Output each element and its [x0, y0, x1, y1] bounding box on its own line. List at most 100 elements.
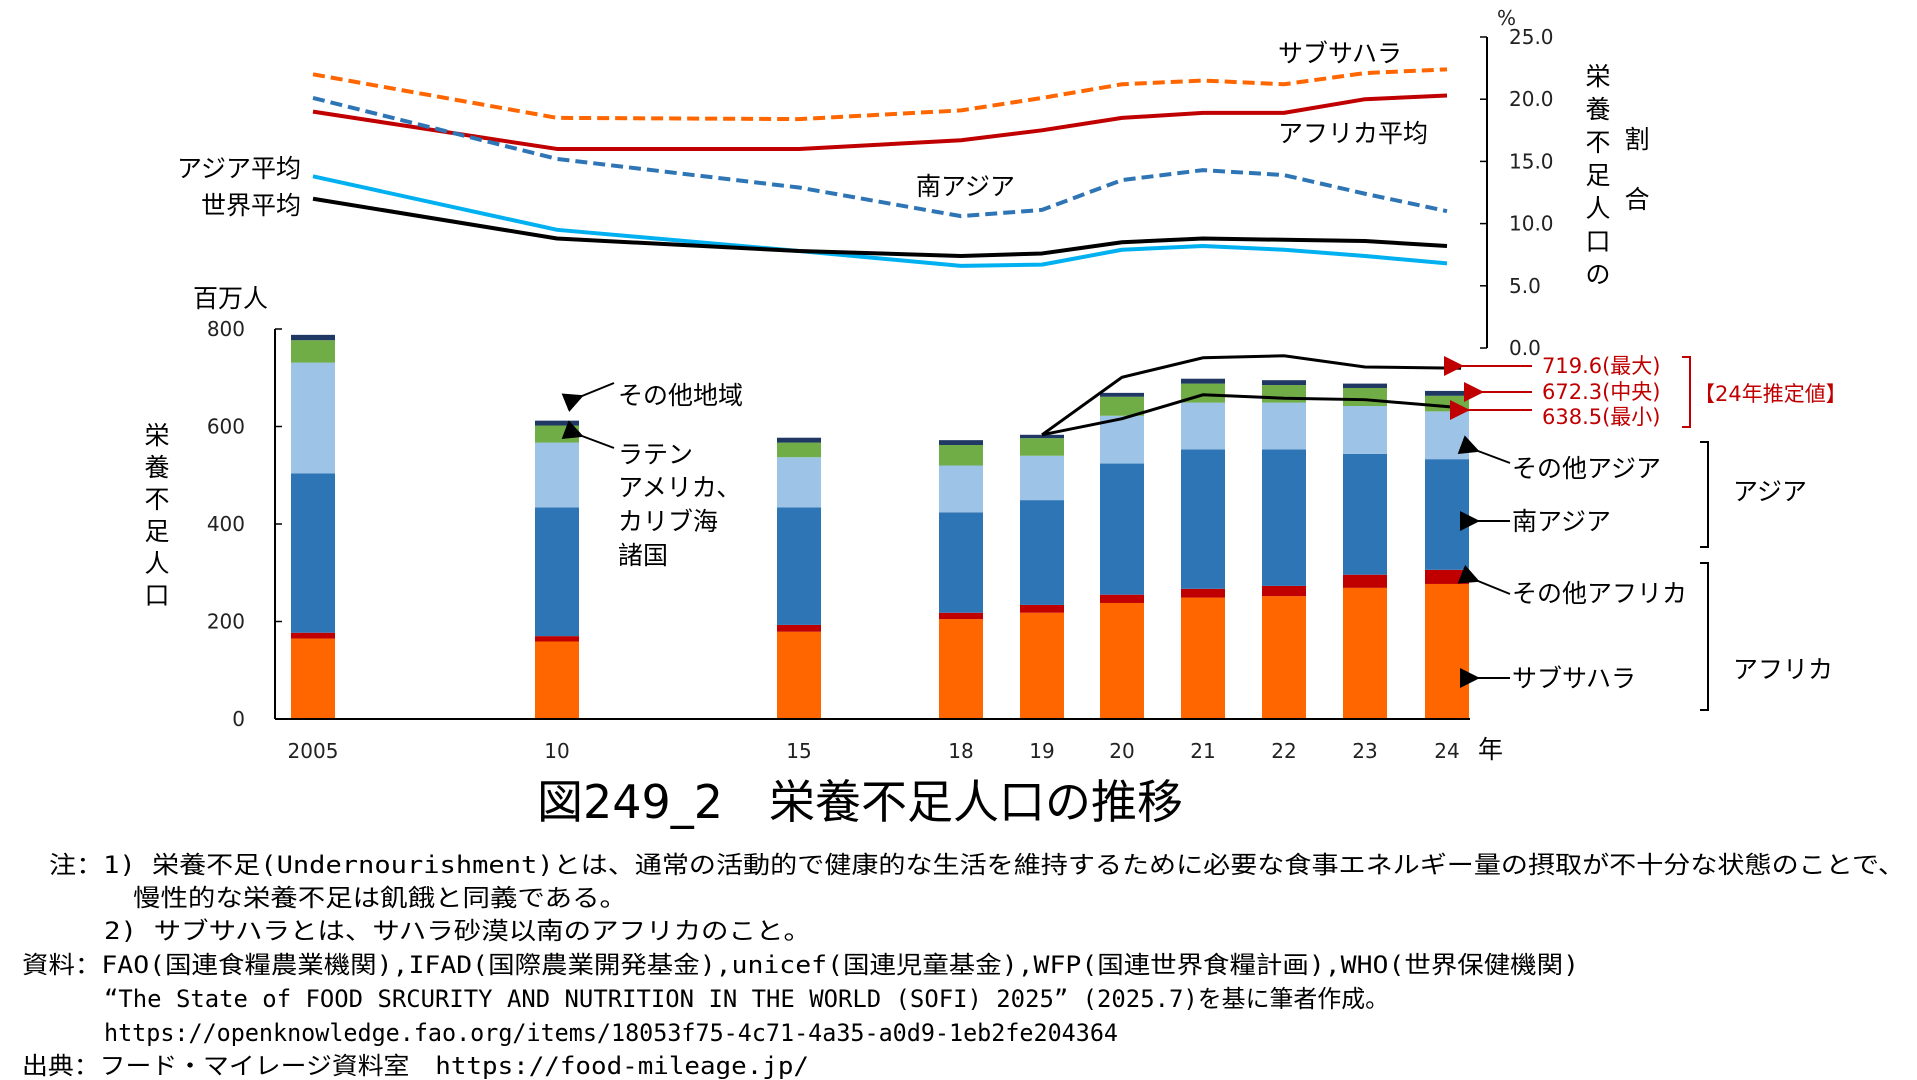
annotation-latam-1: ラテン	[618, 440, 693, 469]
bar-segment-0	[1425, 583, 1469, 719]
population-bar-chart: 0 200 400 600 800 2005 10 15 18 19 20 21 22 23 24	[207, 317, 1470, 763]
x-tick-label: 15	[786, 739, 811, 763]
note-line-3: 2) サブサハラとは、サハラ砂漠以南のアフリカのこと。	[104, 917, 811, 945]
bar-tick-label: 800	[207, 317, 245, 341]
bar-segment-0	[777, 631, 821, 719]
ratio-axis-title-char: 不	[1585, 128, 1610, 157]
source-line-2: “The State of FOOD SRCURITY AND NUTRITIO…	[104, 985, 1389, 1013]
bar-segment-0	[1181, 597, 1225, 719]
bar-segment-5	[291, 334, 335, 341]
axis-title-char: 不	[144, 485, 169, 514]
label-asia-avg-line: アジア平均	[177, 154, 301, 183]
ratio-line-chart: 0.0 5.0 10.0 15.0 20.0 25.0	[312, 25, 1554, 360]
ratio-axis-title-char: 養	[1585, 95, 1610, 124]
bar-segment-4	[1343, 387, 1387, 407]
annotation-other-africa: その他アフリカ	[1512, 579, 1687, 608]
bar-segment-4	[1020, 438, 1064, 456]
ratio-tick-label: 15.0	[1509, 149, 1554, 173]
x-tick-label: 21	[1190, 739, 1215, 763]
bar-segment-2	[1181, 449, 1225, 589]
bar-segment-1	[939, 612, 983, 620]
bar-segment-3	[1425, 411, 1469, 460]
ratio-tick-label: 10.0	[1509, 212, 1554, 236]
bracket-asia	[1700, 441, 1709, 548]
bar-tick-label: 400	[207, 512, 245, 536]
bar-segment-4	[291, 340, 335, 363]
bar-segment-2	[291, 473, 335, 633]
bar-segment-5	[777, 437, 821, 443]
group-label-africa: アフリカ	[1733, 655, 1833, 684]
bar-segment-1	[1425, 569, 1469, 584]
bar-segment-5	[1425, 390, 1469, 396]
bar-tick-label: 600	[207, 415, 245, 439]
group-label-asia: アジア	[1733, 477, 1807, 506]
bar-segment-1	[1181, 588, 1225, 598]
bar-segment-2	[535, 507, 579, 637]
bar-segment-2	[1100, 463, 1144, 595]
bracket-africa	[1700, 562, 1709, 711]
line-series-0	[312, 67, 1448, 122]
ratio-tick-label: 20.0	[1509, 87, 1554, 111]
bar-segment-2	[1020, 500, 1064, 605]
x-tick-label: 18	[948, 739, 973, 763]
estimate-range-min-line	[1041, 393, 1462, 437]
bar-segment-0	[1343, 587, 1387, 719]
bar-segment-5	[1262, 380, 1306, 386]
axis-title-char: 人	[144, 549, 169, 578]
bar-segment-5	[1100, 392, 1144, 397]
line-series-1	[312, 93, 1448, 151]
source-url[interactable]: https://openknowledge.fao.org/items/1805…	[104, 1019, 1118, 1047]
bar-segment-3	[1181, 402, 1225, 450]
estimate-mid-label: 672.3(中央)	[1542, 380, 1661, 404]
bar-unit-label: 百万人	[193, 284, 268, 313]
bar-segment-0	[1020, 612, 1064, 719]
arrow-other-africa	[1457, 564, 1511, 595]
bar-segment-3	[1262, 402, 1306, 450]
ratio-axis-title-char: 足	[1585, 161, 1610, 190]
estimate-max-label: 719.6(最大)	[1542, 354, 1661, 378]
bar-segment-1	[1020, 604, 1064, 613]
credit-line[interactable]: 出典：フード・マイレージ資料室 https://food-mileage.jp/	[22, 1052, 809, 1080]
bar-segment-2	[1262, 449, 1306, 586]
bar-segment-1	[1262, 585, 1306, 597]
bar-segment-3	[291, 362, 335, 474]
annotation-subsahara: サブサハラ	[1512, 664, 1636, 693]
bar-segment-1	[777, 624, 821, 632]
axis-title-char: 栄	[144, 421, 169, 450]
arrow-other-region	[561, 382, 615, 413]
ratio-tick-label: 5.0	[1509, 274, 1541, 298]
ratio-axis-title-char: 割	[1624, 125, 1649, 154]
bar-segment-0	[939, 619, 983, 719]
bar-segment-5	[535, 420, 579, 426]
annotation-other-asia: その他アジア	[1512, 454, 1661, 483]
ratio-axis-title-char: 口	[1585, 227, 1610, 256]
note-line-2: 慢性的な栄養不足は飢餓と同義である。	[133, 884, 627, 912]
axis-title-char: 口	[144, 581, 169, 610]
axis-title-char: 足	[144, 517, 169, 546]
note-line-1: 注：1) 栄養不足(Undernourishment)とは、通常の活動的で健康的…	[49, 851, 1905, 879]
bar-segment-5	[1020, 434, 1064, 439]
bar-segment-4	[1100, 396, 1144, 416]
x-tick-label: 20	[1109, 739, 1134, 763]
annotation-latam-3: カリブ海	[618, 507, 718, 536]
ratio-axis-title-char: 栄	[1585, 62, 1610, 91]
x-tick-label: 22	[1271, 739, 1296, 763]
bar-segment-3	[535, 442, 579, 508]
bar-segment-1	[291, 632, 335, 639]
axis-title-char: 養	[144, 453, 169, 482]
x-tick-label: 24	[1434, 739, 1459, 763]
bar-segment-4	[939, 445, 983, 466]
bar-segment-4	[535, 425, 579, 443]
x-unit-label: 年	[1478, 735, 1503, 764]
bar-segment-0	[535, 641, 579, 719]
bar-segment-5	[1343, 383, 1387, 388]
bar-segment-2	[939, 512, 983, 613]
bar-segment-2	[777, 507, 821, 625]
chart-title: 図249_2 栄養不足人口の推移	[537, 775, 1183, 829]
bar-segment-5	[939, 440, 983, 446]
bar-axis-title-vertical: 栄養不足人口	[144, 421, 169, 610]
annotation-latam-2: アメリカ、	[618, 473, 741, 502]
bar-segment-0	[1100, 602, 1144, 719]
arrow-other-asia	[1457, 435, 1511, 464]
